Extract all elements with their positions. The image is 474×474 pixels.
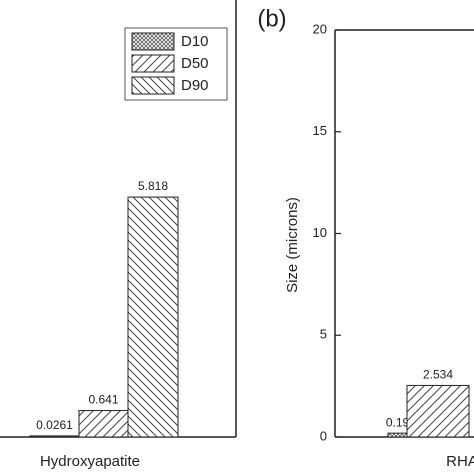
y-axis-label: Size (microns) — [284, 197, 301, 293]
y-tick-label: 0 — [320, 428, 327, 443]
y-tick-label: 20 — [313, 21, 327, 36]
legend-swatch — [131, 54, 175, 73]
panel-label: (b) — [257, 5, 286, 32]
legend-label: D10 — [181, 33, 209, 50]
y-tick-label: 15 — [313, 123, 327, 138]
value-label: 0.0261 — [36, 418, 73, 432]
bar — [29, 435, 80, 438]
legend-label: D50 — [181, 55, 209, 72]
x-tick-label: RHA — [446, 453, 474, 470]
value-label: 5.818 — [138, 179, 168, 193]
x-tick-label: Hydroxyapatite — [40, 453, 140, 470]
legend-swatch — [131, 76, 175, 95]
legend-label: D90 — [181, 77, 209, 94]
value-label: 2.534 — [423, 368, 453, 382]
y-tick-label: 10 — [313, 225, 327, 240]
bar — [127, 196, 179, 438]
legend-swatch — [131, 32, 175, 51]
value-label: 0.19 — [386, 415, 410, 429]
bar — [78, 410, 129, 438]
bar — [387, 432, 408, 438]
value-label: 0.641 — [88, 393, 118, 407]
bar — [406, 384, 470, 438]
y-tick-label: 5 — [320, 327, 327, 342]
